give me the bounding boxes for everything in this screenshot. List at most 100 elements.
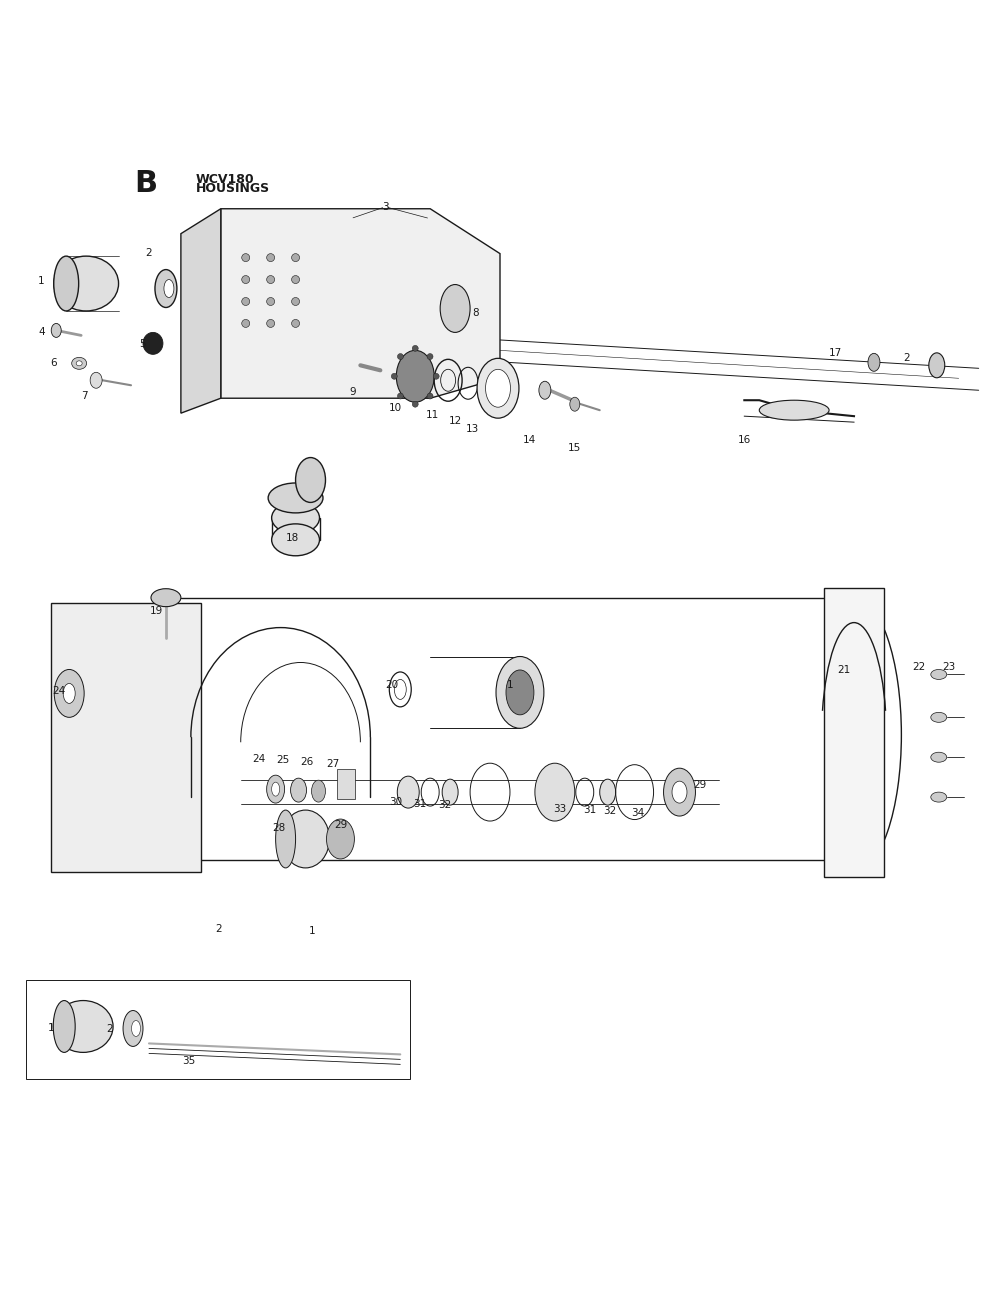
- Ellipse shape: [151, 589, 181, 606]
- Ellipse shape: [267, 297, 275, 305]
- Text: 17: 17: [828, 348, 842, 359]
- Ellipse shape: [54, 669, 84, 718]
- Ellipse shape: [664, 768, 695, 817]
- Text: 30: 30: [389, 797, 402, 807]
- Text: 1: 1: [507, 680, 513, 690]
- Text: 26: 26: [300, 757, 313, 767]
- Text: 12: 12: [448, 416, 462, 426]
- Ellipse shape: [164, 280, 174, 297]
- Ellipse shape: [397, 393, 403, 398]
- Text: 2: 2: [146, 247, 152, 258]
- Ellipse shape: [506, 669, 534, 715]
- Text: 34: 34: [631, 807, 644, 818]
- Text: 31: 31: [414, 800, 427, 809]
- Ellipse shape: [570, 397, 580, 412]
- Text: WCV180: WCV180: [196, 174, 254, 187]
- Ellipse shape: [63, 684, 75, 704]
- Text: 1: 1: [309, 926, 316, 936]
- Ellipse shape: [291, 778, 307, 802]
- Ellipse shape: [242, 320, 250, 327]
- Bar: [337, 769, 355, 800]
- Ellipse shape: [292, 297, 300, 305]
- Text: 35: 35: [182, 1056, 195, 1066]
- Text: 2: 2: [904, 354, 910, 363]
- Ellipse shape: [600, 780, 616, 805]
- Ellipse shape: [672, 781, 687, 803]
- Ellipse shape: [267, 276, 275, 284]
- Text: 23: 23: [942, 663, 955, 672]
- Ellipse shape: [72, 358, 87, 370]
- Text: 29: 29: [334, 821, 347, 830]
- Ellipse shape: [312, 780, 325, 802]
- Ellipse shape: [296, 458, 325, 502]
- Ellipse shape: [931, 713, 947, 722]
- Text: 32: 32: [439, 800, 452, 810]
- Ellipse shape: [539, 381, 551, 400]
- Text: 31: 31: [583, 805, 596, 815]
- Ellipse shape: [53, 1001, 113, 1052]
- Ellipse shape: [292, 276, 300, 284]
- Text: 6: 6: [50, 358, 57, 368]
- Ellipse shape: [427, 354, 433, 359]
- Ellipse shape: [267, 775, 285, 803]
- Text: 2: 2: [215, 923, 222, 934]
- Text: 16: 16: [738, 435, 751, 444]
- Ellipse shape: [267, 320, 275, 327]
- Ellipse shape: [929, 352, 945, 377]
- Text: 24: 24: [252, 755, 265, 764]
- Ellipse shape: [155, 270, 177, 308]
- Ellipse shape: [396, 350, 434, 402]
- Ellipse shape: [272, 782, 280, 796]
- Text: 1: 1: [48, 1023, 55, 1034]
- Polygon shape: [181, 209, 221, 413]
- Text: HOUSINGS: HOUSINGS: [196, 183, 270, 196]
- Text: 10: 10: [389, 404, 402, 413]
- Ellipse shape: [276, 810, 296, 868]
- Ellipse shape: [440, 284, 470, 333]
- Text: 28: 28: [272, 823, 285, 832]
- Text: 9: 9: [349, 387, 356, 397]
- Ellipse shape: [272, 502, 320, 534]
- Ellipse shape: [412, 401, 418, 408]
- Text: 15: 15: [568, 443, 581, 454]
- Ellipse shape: [54, 256, 119, 310]
- Polygon shape: [824, 588, 884, 877]
- Ellipse shape: [931, 792, 947, 802]
- Ellipse shape: [391, 373, 397, 379]
- Text: 29: 29: [693, 780, 706, 790]
- Text: 27: 27: [326, 759, 339, 769]
- Ellipse shape: [326, 819, 354, 859]
- Ellipse shape: [292, 254, 300, 262]
- Ellipse shape: [54, 256, 79, 310]
- Text: 20: 20: [386, 680, 399, 690]
- Ellipse shape: [76, 360, 82, 366]
- Ellipse shape: [282, 810, 329, 868]
- Ellipse shape: [397, 776, 419, 809]
- Ellipse shape: [486, 370, 510, 408]
- Ellipse shape: [292, 320, 300, 327]
- Ellipse shape: [267, 254, 275, 262]
- Ellipse shape: [90, 372, 102, 388]
- Ellipse shape: [272, 523, 320, 556]
- Ellipse shape: [242, 254, 250, 262]
- Text: 21: 21: [837, 665, 851, 676]
- Ellipse shape: [496, 656, 544, 729]
- Ellipse shape: [242, 276, 250, 284]
- Text: 24: 24: [53, 686, 66, 697]
- Text: 11: 11: [426, 410, 439, 421]
- Text: B: B: [134, 170, 158, 199]
- Ellipse shape: [535, 763, 575, 821]
- Ellipse shape: [427, 393, 433, 398]
- Text: 8: 8: [472, 309, 478, 318]
- Text: 1: 1: [38, 276, 45, 285]
- Text: 18: 18: [286, 533, 299, 543]
- Text: 4: 4: [38, 327, 45, 338]
- Polygon shape: [51, 602, 201, 872]
- Ellipse shape: [442, 780, 458, 805]
- Text: 22: 22: [912, 663, 925, 672]
- Text: 14: 14: [523, 435, 537, 444]
- Ellipse shape: [143, 333, 163, 354]
- Ellipse shape: [268, 483, 323, 513]
- Text: 33: 33: [553, 803, 566, 814]
- Ellipse shape: [123, 1010, 143, 1047]
